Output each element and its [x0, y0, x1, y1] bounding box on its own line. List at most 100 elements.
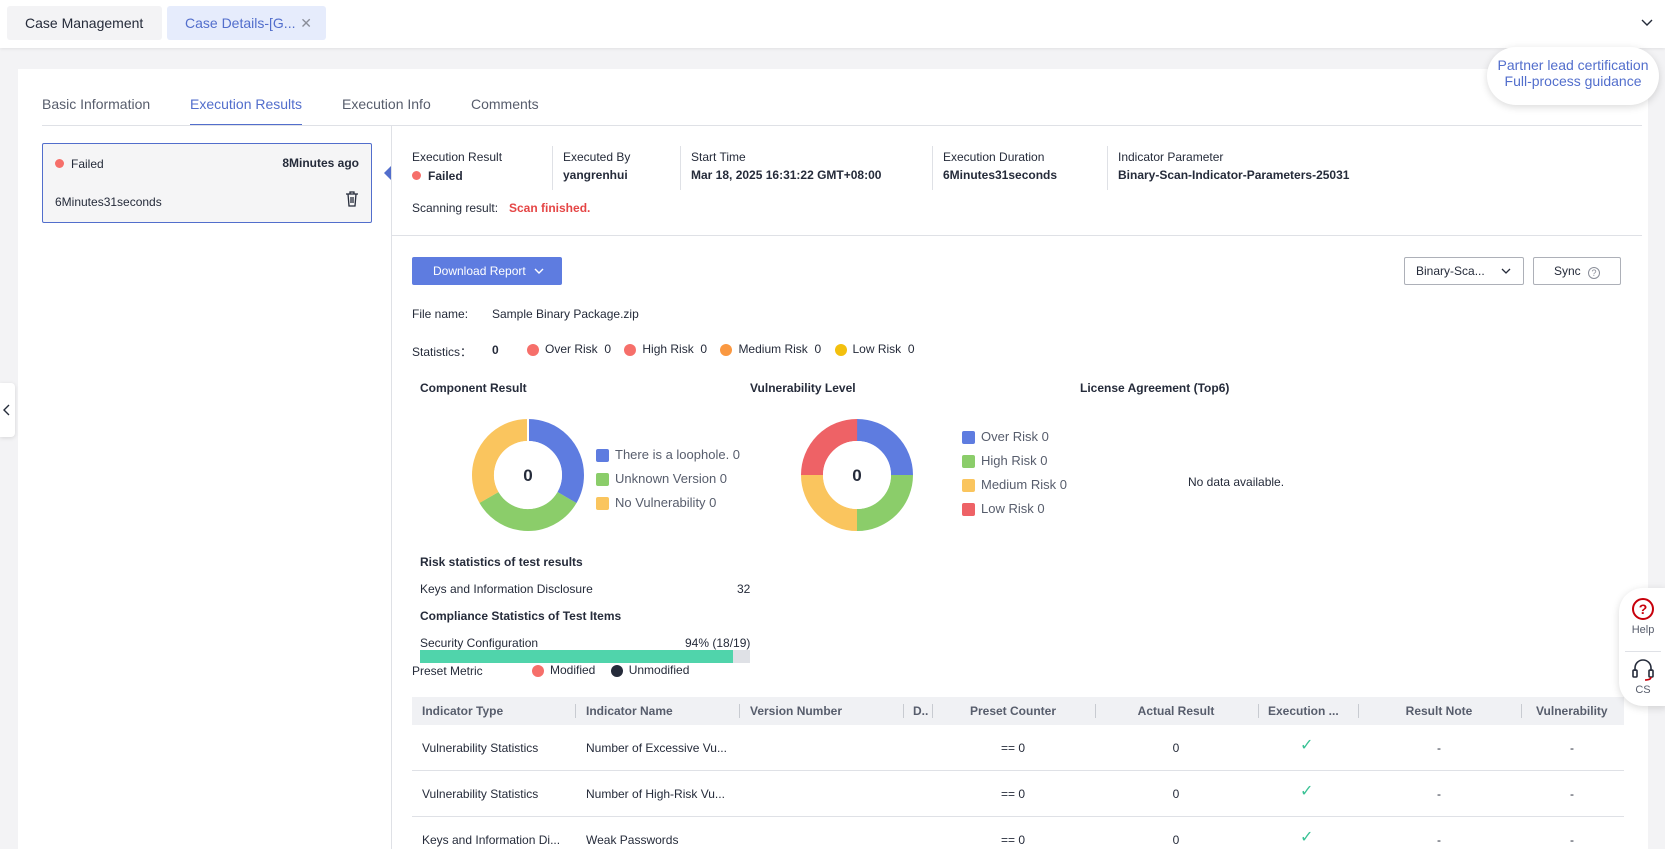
- duration-label: Execution Duration: [943, 150, 1045, 164]
- execution-record-card[interactable]: Failed 8Minutes ago 6Minutes31seconds: [42, 143, 372, 223]
- tab-execution-info[interactable]: Execution Info: [342, 96, 431, 112]
- sidebar-collapse-handle[interactable]: [0, 383, 15, 437]
- table-row[interactable]: Vulnerability Statistics Number of Exces…: [412, 725, 1624, 771]
- license-agreement-title: License Agreement (Top6): [1080, 381, 1230, 395]
- column-separator[interactable]: [575, 704, 576, 718]
- th-indicator-name[interactable]: Indicator Name: [586, 704, 673, 718]
- stat-high-risk: High Risk 0: [624, 342, 707, 356]
- column-separator[interactable]: [1521, 704, 1522, 718]
- th-vulnerability[interactable]: Vulnerability: [1536, 704, 1608, 718]
- risk-statistics-title: Risk statistics of test results: [420, 555, 583, 569]
- question-icon: ?: [1632, 598, 1654, 620]
- donut-hole: [494, 441, 562, 509]
- info-bottom-divider: [392, 235, 1642, 236]
- parameter-select[interactable]: Binary-Sca...: [1404, 257, 1524, 285]
- info-divider: [932, 146, 933, 190]
- help-button[interactable]: ? Help: [1619, 598, 1665, 636]
- selected-indicator: [384, 166, 391, 180]
- result-status-dot: [412, 171, 421, 180]
- table-row[interactable]: Vulnerability Statistics Number of High-…: [412, 771, 1624, 817]
- unmodified-dot: [610, 664, 623, 677]
- chevron-down-icon: [1501, 268, 1511, 274]
- legend-unknown-version: Unknown Version 0: [596, 467, 740, 491]
- cell-indicator-name: Weak Passwords: [586, 833, 679, 847]
- tab-case-details[interactable]: Case Details-[G... ✕: [167, 6, 326, 40]
- donut-segment-unknown: [472, 419, 584, 531]
- partner-line-1: Partner lead certification: [1497, 57, 1649, 73]
- modified-label: Modified: [550, 663, 596, 677]
- chevron-down-icon[interactable]: [1640, 15, 1654, 29]
- legend-over-risk: Over Risk 0: [962, 425, 1067, 449]
- check-icon: ✓: [1300, 737, 1314, 754]
- th-preset-counter[interactable]: Preset Counter: [969, 704, 1057, 718]
- legend-swatch: [596, 473, 609, 487]
- legend-swatch: [962, 455, 975, 469]
- column-separator[interactable]: [932, 704, 933, 718]
- risk-row-label: Keys and Information Disclosure: [420, 582, 593, 596]
- cell-indicator-type: Vulnerability Statistics: [422, 787, 539, 801]
- legend-swatch: [962, 431, 975, 445]
- info-divider: [1107, 146, 1108, 190]
- indicator-parameter-value: Binary-Scan-Indicator-Parameters-25031: [1118, 168, 1350, 182]
- column-divider: [391, 125, 392, 849]
- stat-medium-risk: Medium Risk 0: [720, 342, 821, 356]
- legend-low-risk: Low Risk 0: [962, 497, 1067, 521]
- th-d[interactable]: D..: [913, 704, 929, 718]
- column-separator[interactable]: [739, 704, 740, 718]
- tab-basic-information[interactable]: Basic Information: [42, 96, 151, 112]
- tab-case-management[interactable]: Case Management: [7, 6, 162, 40]
- compliance-progress-track: [420, 650, 750, 663]
- vulnerability-legend: Over Risk 0 High Risk 0 Medium Risk 0 Lo…: [962, 425, 1067, 521]
- column-separator[interactable]: [1095, 704, 1096, 718]
- compliance-statistics-title: Compliance Statistics of Test Items: [420, 609, 622, 623]
- tab-comments[interactable]: Comments: [471, 96, 539, 112]
- column-separator[interactable]: [1358, 704, 1359, 718]
- vuln-center-value: 0: [852, 466, 861, 485]
- executed-by-value: yangrenhui: [563, 168, 628, 182]
- float-divider: [1625, 651, 1661, 652]
- compliance-row-label: Security Configuration: [420, 636, 539, 650]
- th-version-number[interactable]: Version Number: [750, 704, 843, 718]
- status-dot: [55, 159, 64, 168]
- th-execution[interactable]: Execution ...: [1268, 704, 1339, 718]
- legend-swatch: [962, 479, 975, 493]
- cell-indicator-type: Keys and Information Di...: [422, 833, 561, 847]
- indicator-table-header: Indicator Type Indicator Name Version Nu…: [412, 697, 1624, 725]
- start-time-label: Start Time: [691, 150, 746, 164]
- tab-execution-results[interactable]: Execution Results: [190, 96, 303, 126]
- column-separator[interactable]: [1258, 704, 1259, 718]
- donut-segment-low-risk: [801, 419, 913, 531]
- partner-guidance-bubble[interactable]: Partner lead certification Full-process …: [1487, 47, 1659, 105]
- legend-no-vulnerability: No Vulnerability 0: [596, 491, 740, 515]
- record-duration: 6Minutes31seconds: [55, 195, 162, 209]
- cs-button[interactable]: CS: [1619, 659, 1665, 696]
- column-separator[interactable]: [903, 704, 904, 718]
- info-divider: [552, 146, 553, 190]
- statistics-total: 0: [492, 343, 499, 357]
- start-time-value: Mar 18, 2025 16:31:22 GMT+08:00: [691, 168, 882, 182]
- download-report-button[interactable]: Download Report: [412, 257, 562, 285]
- indicator-parameter-label: Indicator Parameter: [1118, 150, 1224, 164]
- preset-legend: Modified Unmodified: [532, 663, 689, 677]
- over-risk-dot: [527, 343, 539, 356]
- headset-icon: [1632, 659, 1654, 681]
- cell-preset-counter: == 0: [1000, 833, 1026, 847]
- th-result-note[interactable]: Result Note: [1405, 704, 1473, 718]
- trash-icon[interactable]: [345, 191, 359, 207]
- th-indicator-type[interactable]: Indicator Type: [422, 704, 504, 718]
- risk-row-value: 32: [737, 582, 751, 596]
- cell-vulnerability: -: [1570, 741, 1574, 755]
- cs-label: CS: [1635, 684, 1651, 696]
- legend-swatch: [962, 503, 975, 517]
- th-actual-result[interactable]: Actual Result: [1137, 704, 1215, 718]
- low-risk-dot: [834, 343, 847, 356]
- sync-button[interactable]: Sync ?: [1533, 257, 1621, 285]
- legend-swatch: [596, 449, 609, 463]
- component-legend: There is a loophole. 0 Unknown Version 0…: [596, 443, 740, 515]
- modified-dot: [532, 664, 544, 677]
- duration-value: 6Minutes31seconds: [943, 168, 1058, 182]
- compliance-row-value: 94% (18/19): [685, 636, 751, 650]
- close-icon[interactable]: ✕: [300, 15, 312, 31]
- table-row[interactable]: Keys and Information Di... Weak Password…: [412, 817, 1624, 849]
- vulnerability-level-title: Vulnerability Level: [750, 381, 856, 395]
